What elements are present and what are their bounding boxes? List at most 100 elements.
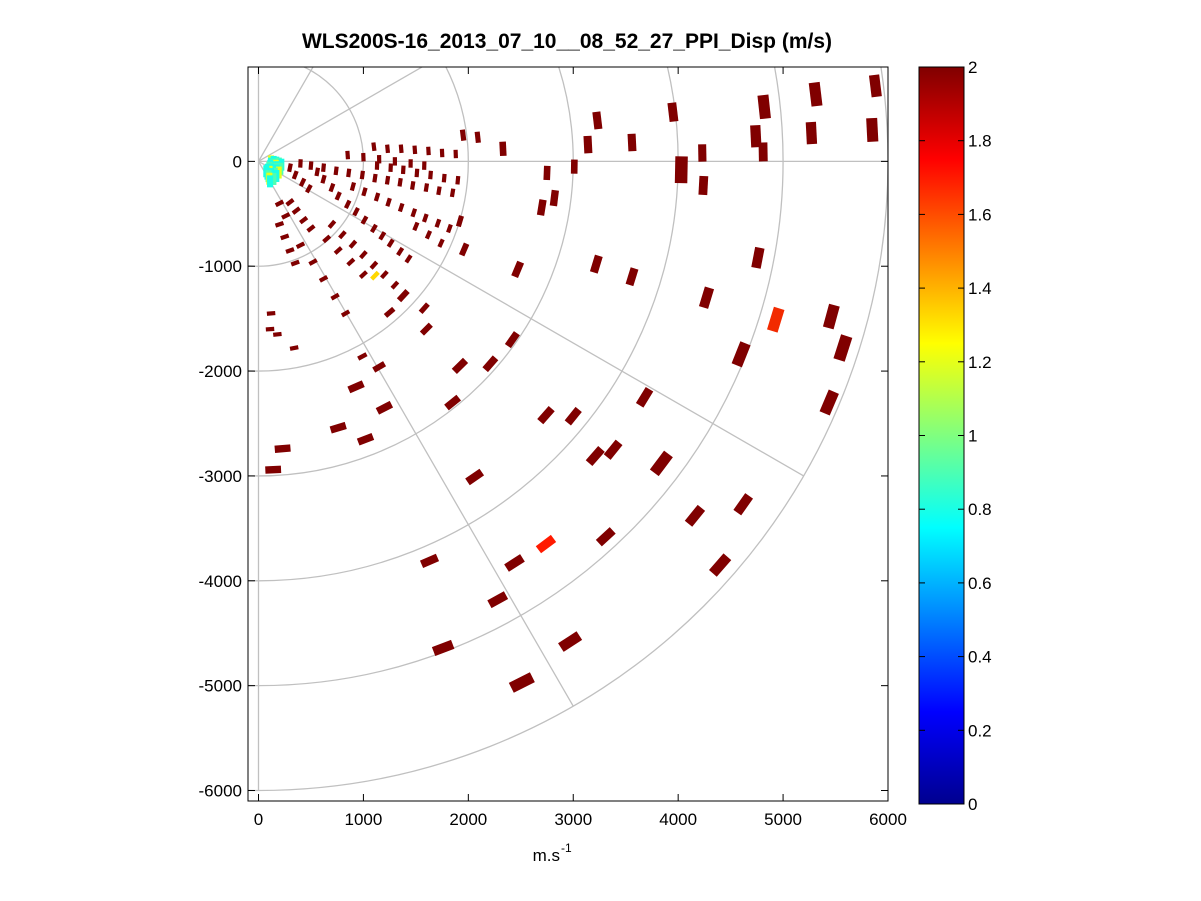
colorbar-tick-label: 2 [968, 58, 977, 77]
data-point-small [338, 230, 347, 240]
data-point-small [437, 238, 445, 248]
data-point-small [352, 207, 360, 217]
data-point-small [360, 215, 369, 225]
data-point-small [322, 234, 332, 244]
data-point-small [334, 191, 342, 201]
data-point-small [373, 192, 381, 202]
polar-spoke [258, 160, 804, 477]
data-point-small [265, 326, 275, 332]
data-point-small [345, 150, 351, 160]
data-point-small [361, 187, 368, 197]
data-point [635, 386, 654, 408]
data-point [684, 504, 706, 527]
x-tick-label: 5000 [764, 810, 802, 829]
data-point-small [388, 163, 393, 172]
data-point-small [396, 246, 405, 257]
data-point [536, 199, 547, 216]
colorbar-tick-label: 1 [968, 427, 977, 446]
colorbar-ticks: 0 0.2 0.4 0.6 0.8 1 1.2 1.4 1.6 1.8 2 [919, 58, 992, 814]
near-field-point [270, 172, 277, 185]
plot-frame [247, 66, 889, 802]
data-point [674, 156, 688, 184]
data-point-small [428, 170, 433, 180]
data-point-small [378, 231, 387, 241]
data-point [487, 591, 509, 609]
data-point [589, 254, 603, 274]
data-point [866, 117, 879, 142]
data-point [459, 129, 467, 141]
polar-ring [248, 67, 679, 582]
data-point-small [412, 221, 420, 232]
colorbar-tick-label: 1.8 [968, 132, 992, 151]
data-point-small [390, 280, 400, 290]
data-point [819, 389, 839, 416]
data-point [511, 260, 525, 279]
data-point [649, 450, 673, 477]
data-point [419, 322, 433, 336]
data-point-small [372, 173, 378, 183]
data-point-small [281, 212, 291, 220]
data-point [731, 341, 751, 368]
data-point [444, 394, 462, 411]
data-point-small [359, 170, 365, 180]
data-point [418, 302, 430, 314]
data-point-small [274, 199, 285, 208]
colorbar-tick-label: 0.2 [968, 721, 992, 740]
data-point-small [385, 197, 392, 207]
x-tick-label: 1000 [344, 810, 382, 829]
data-point-small [361, 152, 366, 162]
data-point [474, 131, 481, 144]
data-point [535, 534, 557, 554]
data-point [595, 527, 616, 547]
data-point [465, 468, 485, 486]
colorbar-tick-label: 1.2 [968, 353, 992, 372]
data-point [698, 144, 707, 162]
data-point-small [414, 168, 420, 178]
data-point-small [409, 181, 416, 190]
data-point [805, 121, 818, 145]
data-point [585, 446, 605, 467]
polar-grid [248, 67, 888, 791]
data-point [758, 142, 768, 162]
data-point-small [397, 202, 405, 213]
data-point-small [400, 165, 406, 175]
data-point [508, 672, 535, 693]
data-point-small [369, 223, 378, 234]
data-point [383, 306, 396, 318]
x-tick-label: 4000 [659, 810, 697, 829]
data-point [419, 553, 440, 568]
y-tick-label: 0 [233, 152, 242, 171]
data-point [868, 74, 882, 98]
data-point-small [412, 145, 418, 155]
data-point-small [385, 144, 391, 154]
data-point-small [424, 230, 433, 240]
data-point [808, 81, 823, 107]
data-point-small [280, 233, 290, 241]
data-point-small [348, 239, 358, 249]
y-tick-label: -2000 [199, 362, 242, 381]
data-point-small [266, 310, 276, 316]
colorbar-tick-label: 0.8 [968, 500, 992, 519]
chart-title: WLS200S-16_2013_07_10__08_52_27_PPI_Disp… [302, 30, 832, 53]
y-tick-label: -5000 [199, 677, 242, 696]
data-point-small [446, 223, 453, 234]
x-tick-label: 6000 [869, 810, 907, 829]
data-point-small [305, 183, 313, 194]
data-point-small [287, 163, 293, 173]
data-point-small [439, 148, 445, 158]
data-point [370, 270, 380, 281]
y-tick-label: -1000 [199, 257, 242, 276]
data-point [564, 406, 582, 426]
colorbar-tick-label: 0 [968, 795, 977, 814]
data-points [263, 74, 882, 693]
data-point [329, 421, 347, 434]
data-point-small [410, 208, 418, 218]
polar-spoke [258, 67, 424, 162]
axis-ticks: 0 1000 2000 3000 4000 5000 6000 0 -1000 -2000 -300… [199, 67, 907, 829]
data-point-small [376, 155, 382, 164]
data-point-small [272, 331, 282, 337]
data-point [822, 303, 840, 330]
data-point-small [436, 186, 442, 196]
data-point [570, 159, 578, 174]
data-point-small [453, 149, 458, 159]
